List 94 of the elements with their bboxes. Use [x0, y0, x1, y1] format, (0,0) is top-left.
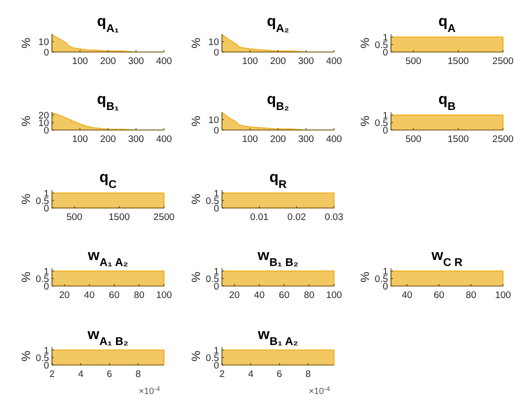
y-axis-title: % [189, 271, 203, 282]
x-tick-label: 300 [298, 56, 314, 67]
y-axis-title: % [189, 115, 203, 126]
y-tick-label: 10 [208, 115, 219, 126]
x-tick-label: 20 [229, 290, 240, 301]
x-tick-label: 60 [108, 290, 120, 301]
chart-title: q$_{C}$ [99, 169, 117, 191]
x-tick-label: 300 [128, 134, 144, 145]
x-tick-label: 2 [49, 369, 55, 380]
x-tick-label: 100 [242, 134, 258, 145]
y-axis-title: % [189, 350, 203, 362]
x-tick-label: 100 [242, 56, 258, 67]
x-tick-label: 200 [270, 56, 286, 67]
y-axis-title: % [358, 115, 372, 126]
y-axis-title: % [19, 37, 33, 48]
y-axis-title: % [189, 37, 203, 48]
y-tick-label: 0 [44, 203, 49, 214]
y-axis-title: % [19, 271, 33, 282]
x-tick-label: 40 [402, 290, 412, 301]
x-tick-label: 6 [276, 369, 282, 380]
y-tick-label: 0 [44, 125, 49, 136]
x-tick-label: 6 [106, 369, 112, 380]
y-axis-title: % [19, 350, 33, 362]
x-tick-label: 80 [134, 290, 144, 301]
y-tick-label: 0 [214, 203, 219, 214]
x-tick-label: 500 [66, 212, 82, 223]
chart-title: w$_{A₁ B₂}$ [86, 326, 128, 348]
y-tick-label: 0 [382, 281, 388, 292]
chart-title: w$_{B₁ B₂}$ [256, 247, 298, 269]
x-tick-label: 2500 [153, 212, 175, 223]
x-tick-label: 400 [326, 134, 342, 145]
x-tick-label: 20 [59, 290, 70, 301]
x-tick-label: 1500 [448, 134, 469, 145]
x-tick-label: 80 [304, 290, 314, 301]
chart-title: q$_{B}$ [438, 91, 456, 113]
x-tick-label: 40 [254, 290, 265, 301]
y-tick-label: 0 [214, 281, 219, 292]
x-tick-label: 1500 [448, 56, 469, 67]
y-tick-label: 0 [214, 360, 219, 372]
text: ×10$^{-4}$ [308, 386, 330, 396]
x-tick-label: 100 [72, 134, 88, 145]
y-axis-title: % [189, 193, 203, 204]
x-tick-label: 4 [78, 369, 84, 380]
x-tick-label: 100 [72, 56, 88, 67]
y-tick-label: 10 [208, 37, 219, 48]
y-axis-title: % [19, 115, 33, 126]
y-tick-label: 0 [44, 281, 49, 292]
x-tick-label: 200 [100, 56, 116, 67]
x-tick-label: 8 [306, 369, 311, 380]
y-tick-label: 0 [382, 47, 388, 58]
x-tick-label: 0.03 [324, 212, 344, 223]
x-tick-label: 1500 [108, 212, 130, 223]
y-tick-label: 0 [44, 360, 49, 372]
text: ×10$^{-4}$ [138, 386, 160, 396]
x-tick-label: 200 [100, 134, 116, 145]
x-tick-label: 500 [405, 56, 422, 67]
x-tick-label: 40 [84, 290, 95, 301]
x-tick-label: 100 [326, 290, 342, 301]
x-tick-label: 8 [136, 369, 141, 380]
y-tick-label: 0 [214, 47, 219, 58]
x-tick-label: 300 [128, 56, 144, 67]
x-tick-label: 60 [434, 290, 444, 301]
x-tick-label: 80 [466, 290, 476, 301]
chart-title: w$_{B₁ A₂}$ [256, 326, 298, 348]
x-tick-label: 0.02 [287, 212, 306, 223]
chart-title: w$_{C R}$ [430, 247, 463, 269]
chart-title: q$_{R}$ [269, 169, 287, 191]
chart-title: q$_{B₂}$ [266, 91, 290, 113]
chart-title: w$_{A₁ A₂}$ [86, 247, 128, 269]
chart-title: q$_{A₁}$ [97, 13, 120, 35]
y-axis-title: % [19, 193, 33, 204]
x-tick-label: 400 [156, 134, 172, 145]
chart-title: q$_{A₂}$ [266, 13, 290, 35]
x-tick-label: 200 [270, 134, 286, 145]
x-tick-label: 2500 [492, 134, 514, 145]
x-tick-label: 0.01 [250, 212, 269, 223]
y-tick-label: 0 [382, 125, 388, 136]
x-tick-label: 2 [219, 369, 225, 380]
y-tick-label: 10 [38, 37, 49, 48]
y-axis-title: % [358, 271, 372, 282]
y-tick-label: 0 [214, 125, 219, 136]
x-tick-label: 100 [156, 290, 172, 301]
y-axis-title: % [358, 37, 372, 48]
x-tick-label: 2500 [492, 56, 514, 67]
x-tick-label: 400 [326, 56, 342, 67]
x-tick-label: 60 [278, 290, 290, 301]
x-tick-label: 500 [405, 134, 422, 145]
x-tick-label: 300 [298, 134, 314, 145]
chart-title: q$_{B₁}$ [97, 91, 120, 113]
y-tick-label: 0 [44, 47, 49, 58]
x-tick-label: 4 [248, 369, 254, 380]
chart-title: q$_{A}$ [438, 13, 456, 35]
x-tick-label: 400 [156, 56, 172, 67]
x-tick-label: 100 [495, 290, 511, 301]
